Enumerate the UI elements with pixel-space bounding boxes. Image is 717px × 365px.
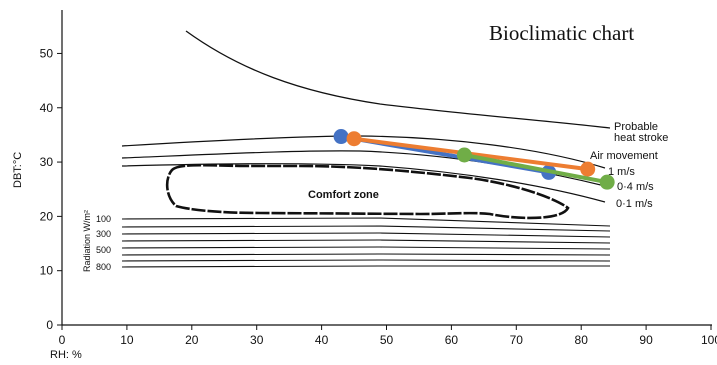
- speed-04ms-label: 0·4 m/s: [617, 181, 654, 193]
- heat-stroke-label-line2: heat stroke: [614, 132, 668, 144]
- heat-stroke-label-line1: Probable: [614, 121, 658, 133]
- y-tick-label: 0: [46, 318, 53, 332]
- radiation-level-label: 300: [96, 229, 111, 239]
- y-tick-label: 10: [40, 264, 54, 278]
- air-movement-label: Air movement: [590, 150, 658, 162]
- x-tick-label: 0: [59, 333, 66, 347]
- y-tick-label: 30: [40, 155, 54, 169]
- x-tick-label: 30: [250, 333, 264, 347]
- radiation-level-label: 500: [96, 245, 111, 255]
- y-tick-group: 0 10 20 30 40 50: [40, 46, 62, 332]
- series-layer: [333, 129, 615, 190]
- radiation-line: [121, 239, 611, 244]
- y-axis-label: DBT:°C: [12, 152, 24, 188]
- x-tick-label: 40: [315, 333, 329, 347]
- x-axis-label: RH: %: [50, 349, 82, 361]
- series-line-3: [462, 153, 610, 185]
- radiation-level-label: 800: [96, 262, 111, 272]
- radiation-line: [121, 265, 610, 268]
- series-2-point: [346, 131, 362, 147]
- speed-1ms-label: 1 m/s: [608, 166, 635, 178]
- radiation-line: [121, 232, 611, 238]
- x-tick-label: 80: [575, 333, 589, 347]
- x-tick-label: 10: [120, 333, 134, 347]
- x-tick-label: 70: [510, 333, 524, 347]
- series-1-point: [333, 129, 349, 145]
- chart-title: Bioclimatic chart: [489, 21, 634, 45]
- x-tick-label: 60: [445, 333, 459, 347]
- radiation-level-label: 100: [96, 214, 111, 224]
- series-2-point: [580, 161, 596, 177]
- comfort-zone-outline: [165, 163, 570, 220]
- radiation-line: [121, 253, 611, 256]
- radiation-line: [121, 259, 611, 262]
- radiation-axis-label: Radiation W/m²: [82, 210, 92, 272]
- heat-stroke-curve: [185, 30, 611, 129]
- y-tick-label: 20: [40, 209, 54, 223]
- radiation-line: [121, 217, 611, 227]
- x-tick-group: 0 10 20 30 40 50 60 70 80 90 100: [59, 325, 717, 347]
- series-3-point: [456, 147, 472, 163]
- x-tick-label: 20: [185, 333, 199, 347]
- radiation-line: [121, 246, 611, 250]
- x-tick-label: 90: [639, 333, 653, 347]
- radiation-line: [121, 225, 611, 232]
- x-tick-label: 50: [380, 333, 394, 347]
- comfort-zone-label: Comfort zone: [308, 189, 379, 201]
- series-3-point: [599, 174, 615, 190]
- speed-01ms-label: 0·1 m/s: [616, 198, 653, 210]
- y-tick-label: 50: [40, 46, 54, 60]
- x-tick-label: 100: [701, 333, 717, 347]
- radiation-lines: [121, 217, 611, 268]
- y-tick-label: 40: [40, 101, 54, 115]
